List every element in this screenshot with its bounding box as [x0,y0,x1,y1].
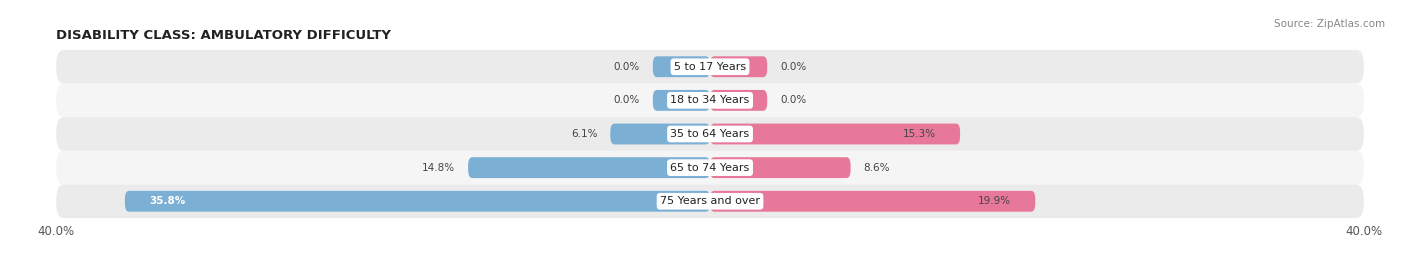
FancyBboxPatch shape [652,56,710,77]
Text: 0.0%: 0.0% [613,95,640,105]
Text: 75 Years and over: 75 Years and over [659,196,761,206]
Text: Source: ZipAtlas.com: Source: ZipAtlas.com [1274,19,1385,29]
Text: 8.6%: 8.6% [863,163,890,173]
Text: 65 to 74 Years: 65 to 74 Years [671,163,749,173]
Text: 35.8%: 35.8% [149,196,186,206]
FancyBboxPatch shape [56,117,1364,151]
Text: 18 to 34 Years: 18 to 34 Years [671,95,749,105]
Text: 19.9%: 19.9% [977,196,1011,206]
FancyBboxPatch shape [710,124,960,144]
FancyBboxPatch shape [56,50,1364,84]
FancyBboxPatch shape [56,151,1364,184]
Text: DISABILITY CLASS: AMBULATORY DIFFICULTY: DISABILITY CLASS: AMBULATORY DIFFICULTY [56,28,391,42]
FancyBboxPatch shape [710,157,851,178]
Text: 14.8%: 14.8% [422,163,456,173]
FancyBboxPatch shape [125,191,710,212]
Text: 0.0%: 0.0% [780,95,807,105]
FancyBboxPatch shape [652,90,710,111]
FancyBboxPatch shape [610,124,710,144]
FancyBboxPatch shape [710,191,1035,212]
Text: 5 to 17 Years: 5 to 17 Years [673,62,747,72]
FancyBboxPatch shape [56,184,1364,218]
Text: 6.1%: 6.1% [571,129,598,139]
Text: 0.0%: 0.0% [613,62,640,72]
FancyBboxPatch shape [710,56,768,77]
FancyBboxPatch shape [710,90,768,111]
FancyBboxPatch shape [56,84,1364,117]
Text: 15.3%: 15.3% [903,129,935,139]
FancyBboxPatch shape [468,157,710,178]
Text: 35 to 64 Years: 35 to 64 Years [671,129,749,139]
Text: 0.0%: 0.0% [780,62,807,72]
